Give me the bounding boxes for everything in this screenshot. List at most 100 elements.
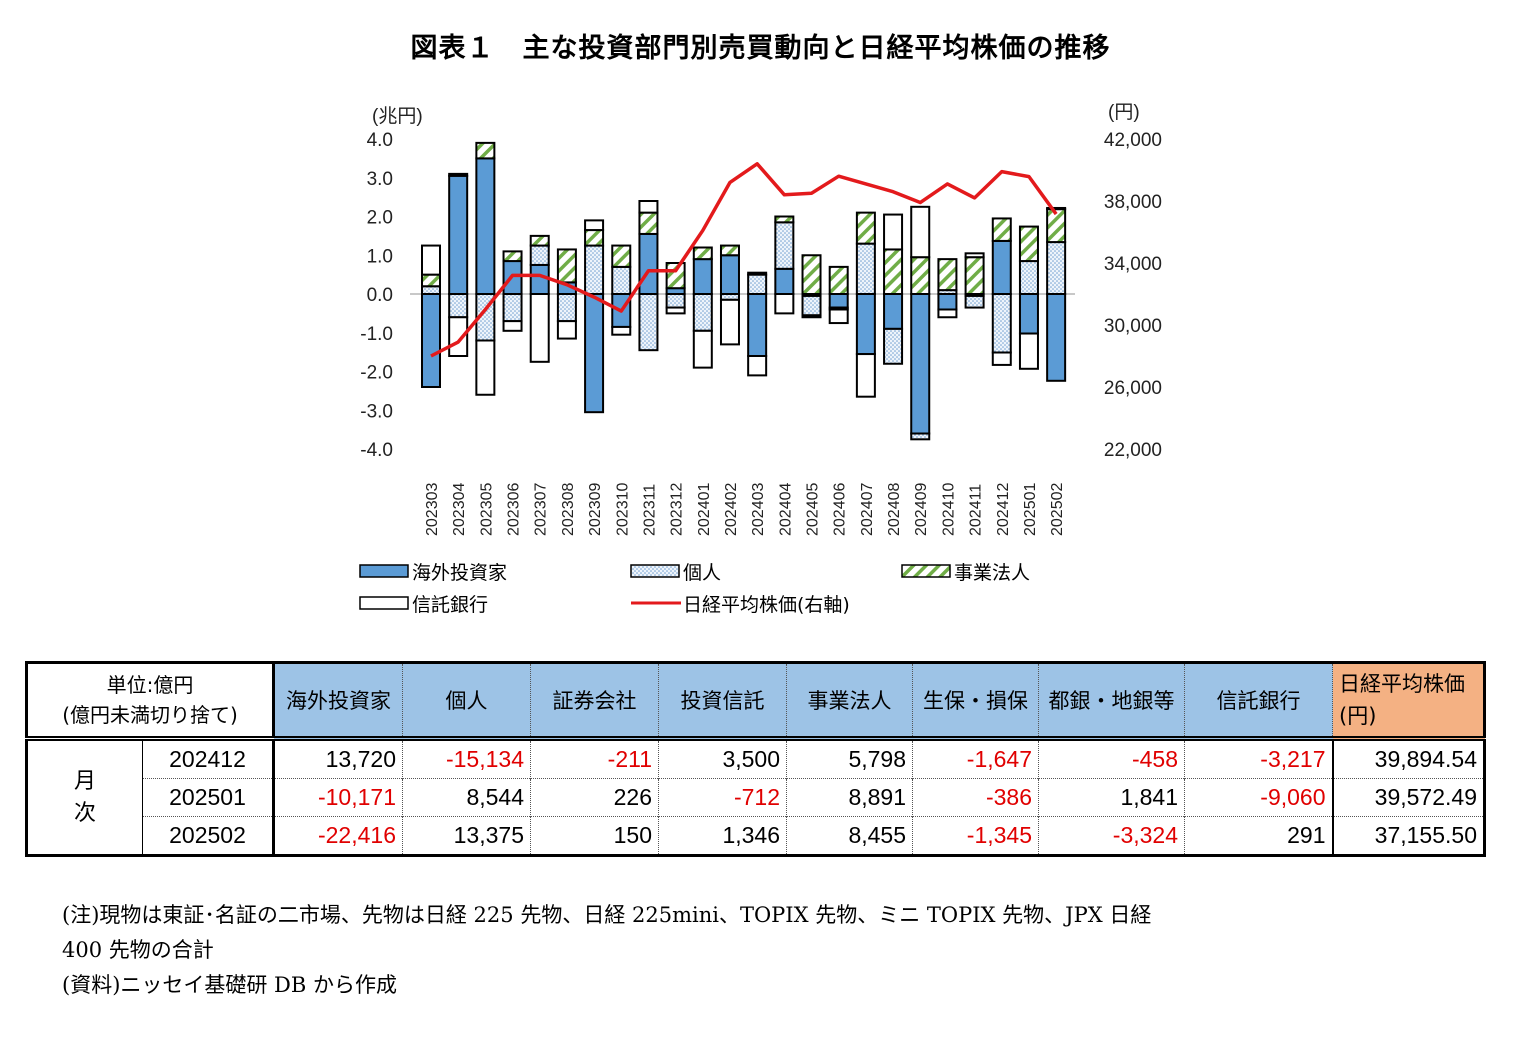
bar-segment xyxy=(747,271,768,276)
value-cell: 1,841 xyxy=(1038,778,1185,817)
bar-segment xyxy=(828,308,849,325)
bar-segment xyxy=(719,298,740,346)
bar-segment xyxy=(774,293,795,315)
nikkei-header-unit: (円) xyxy=(1339,704,1377,728)
bar-segment xyxy=(910,256,931,295)
bar-segment xyxy=(774,267,795,295)
table-header-row: 単位:億円 (億円未満切り捨て) 海外投資家 個人 証券会社 投資信託 事業法人… xyxy=(26,662,1485,741)
col-header: 投資信託 xyxy=(658,662,787,741)
bar-segment xyxy=(964,294,985,309)
x-tick: 202410 xyxy=(940,483,957,536)
bar-segment xyxy=(883,248,904,295)
unit-label: 単位:億円 xyxy=(106,673,194,697)
bar-segment xyxy=(638,211,659,235)
x-tick: 202411 xyxy=(968,484,985,536)
month-cell: 202502 xyxy=(142,816,275,856)
bar-segment xyxy=(964,256,985,295)
col-header: 都銀・地銀等 xyxy=(1038,662,1185,741)
bar-segment xyxy=(801,314,822,319)
bar-segment xyxy=(692,246,713,261)
bar-segment xyxy=(991,293,1012,354)
col-header: 事業法人 xyxy=(786,662,913,741)
unit-header: 単位:億円 (億円未満切り捨て) xyxy=(26,662,275,741)
bar-segment xyxy=(611,325,632,336)
x-tick: 202311 xyxy=(641,484,658,536)
legend-swatch xyxy=(630,564,680,578)
value-cell: 8,891 xyxy=(786,778,913,817)
x-tick: 202303 xyxy=(424,483,441,536)
x-tick: 202304 xyxy=(451,483,468,536)
bar-segment xyxy=(529,263,550,295)
legend-label: 海外投資家 xyxy=(412,562,507,584)
col-header: 個人 xyxy=(402,662,531,741)
y-right-tick: 22,000 xyxy=(1104,440,1162,461)
value-cell: -10,171 xyxy=(273,778,403,817)
x-tick: 202408 xyxy=(886,483,903,536)
month-cell: 202501 xyxy=(142,778,275,817)
legend-label: 信託銀行 xyxy=(412,594,488,616)
legend-label: 個人 xyxy=(683,562,721,584)
bar-segment xyxy=(991,351,1012,366)
bar-segment xyxy=(529,293,550,363)
bar-segment xyxy=(991,217,1012,242)
bar-segment xyxy=(828,265,849,295)
bar-segment xyxy=(529,244,550,266)
bar-segment xyxy=(665,293,686,309)
bar-segment xyxy=(937,258,958,292)
y-right-tick: 34,000 xyxy=(1104,254,1162,275)
bar-segment xyxy=(937,308,958,319)
bar-segment xyxy=(665,262,686,290)
chart: (兆円) 4.0 3.0 2.0 1.0 0.0 -1.0 -2.0 -3.0 -4.0 (円) 42… xyxy=(359,102,1162,616)
nikkei-cell: 37,155.50 xyxy=(1331,816,1485,856)
bar-segment xyxy=(828,293,849,309)
legend-swatch xyxy=(901,564,951,578)
bar-segment xyxy=(448,293,469,319)
bar-segment xyxy=(421,244,441,276)
value-cell: 150 xyxy=(530,816,659,856)
bar-segment xyxy=(1018,293,1039,335)
bar-segment xyxy=(611,244,632,268)
y-left-tick: 0.0 xyxy=(367,285,393,306)
bar-segment xyxy=(937,293,958,311)
value-cell: 291 xyxy=(1184,816,1333,856)
bar-segment xyxy=(475,157,496,295)
value-cell: 226 xyxy=(530,778,659,817)
bars xyxy=(421,141,1067,441)
note-line: (注)現物は東証･名証の二市場、先物は日経 225 先物、日経 225mini、… xyxy=(62,903,1152,927)
y-right-tick: 26,000 xyxy=(1104,378,1162,399)
value-cell: 1,346 xyxy=(658,816,787,856)
bar-segment xyxy=(529,234,550,247)
bar-segment xyxy=(801,254,822,295)
bar-segment xyxy=(556,248,577,284)
bar-segment xyxy=(448,174,469,295)
bar-segment xyxy=(1046,241,1067,295)
row-group-label: 月次 xyxy=(26,738,143,856)
x-tick: 202401 xyxy=(696,483,713,536)
bar-segment xyxy=(855,211,876,245)
bar-segment xyxy=(747,293,768,357)
x-tick: 202404 xyxy=(777,483,794,536)
bar-segment xyxy=(964,252,985,259)
nikkei-header: 日経平均株価 (円) xyxy=(1332,662,1485,741)
x-tick: 202310 xyxy=(614,483,631,536)
y-left-unit: (兆円) xyxy=(372,105,423,127)
bar-segment xyxy=(910,205,931,259)
bar-segment xyxy=(1046,293,1067,382)
value-cell: -712 xyxy=(658,778,787,817)
bar-segment xyxy=(1018,332,1039,370)
x-tick: 202305 xyxy=(478,483,495,536)
y-left-tick: 2.0 xyxy=(367,208,393,229)
bar-segment xyxy=(584,244,605,295)
bar-segment xyxy=(801,294,822,317)
value-cell: 13,720 xyxy=(273,738,403,779)
table-row: 月次 202412 13,720 -15,134 -211 3,500 5,798 -1,64… xyxy=(26,738,1485,856)
bar-segment xyxy=(883,293,904,330)
bar-segment xyxy=(665,306,686,315)
bar-segment xyxy=(1018,225,1039,263)
nikkei-header-label: 日経平均株価 xyxy=(1339,672,1465,696)
y-left-tick: -4.0 xyxy=(360,440,393,461)
row-group-label-2: 次 xyxy=(73,800,96,826)
value-cell: 13,375 xyxy=(402,816,531,856)
chart-title: 図表１ 主な投資部門別売買動向と日経平均株価の推移 xyxy=(410,33,1111,64)
bar-segment xyxy=(692,258,713,295)
